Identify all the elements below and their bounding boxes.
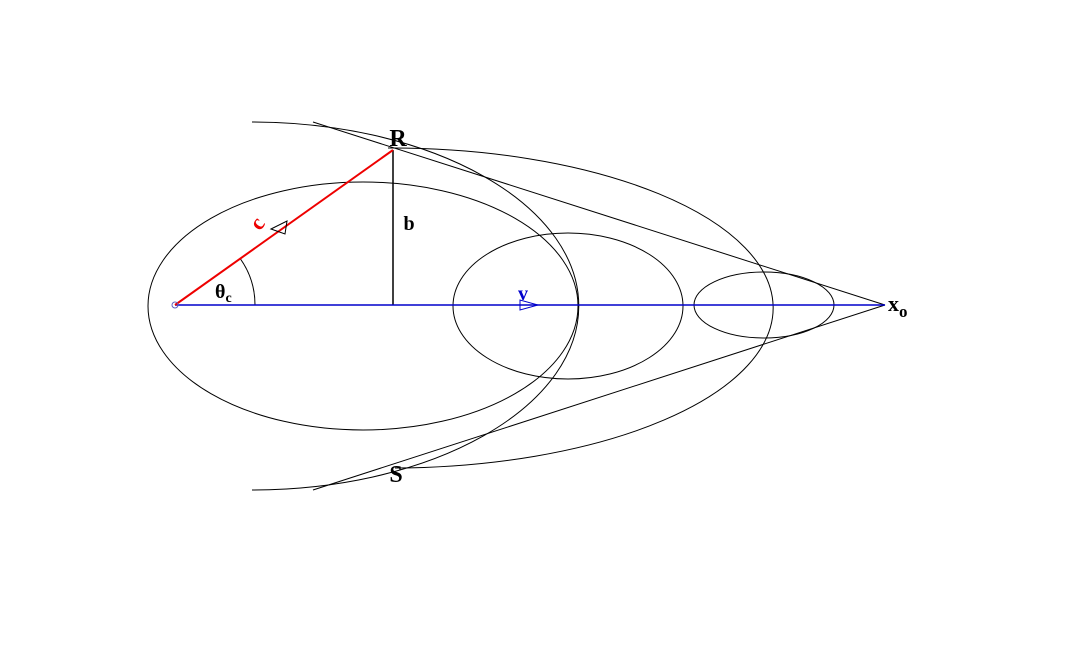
label-b: b	[403, 213, 414, 235]
label-c: c	[244, 212, 270, 235]
light-ray	[174, 149, 394, 306]
theta: θ	[215, 281, 225, 303]
wavefront-large	[147, 181, 579, 431]
cone-edge-lower	[312, 304, 886, 491]
middle-arc	[387, 147, 774, 469]
label-r: R	[389, 126, 407, 152]
wavefront-medium	[452, 232, 684, 380]
x: x	[888, 291, 899, 316]
outer-arc	[251, 121, 580, 491]
label-theta: θc	[215, 281, 232, 306]
ray-arrow	[269, 220, 288, 235]
theta-subscript: c	[225, 291, 231, 306]
cone-edge-upper	[312, 121, 886, 306]
label-s: S	[389, 462, 402, 488]
velocity-arrow	[519, 299, 540, 311]
geometry	[147, 121, 886, 491]
angle-arc	[240, 258, 256, 306]
origin	[171, 301, 179, 309]
label-x: xo	[888, 291, 908, 321]
x-subscript: o	[899, 302, 908, 321]
label-v: v	[518, 283, 528, 305]
